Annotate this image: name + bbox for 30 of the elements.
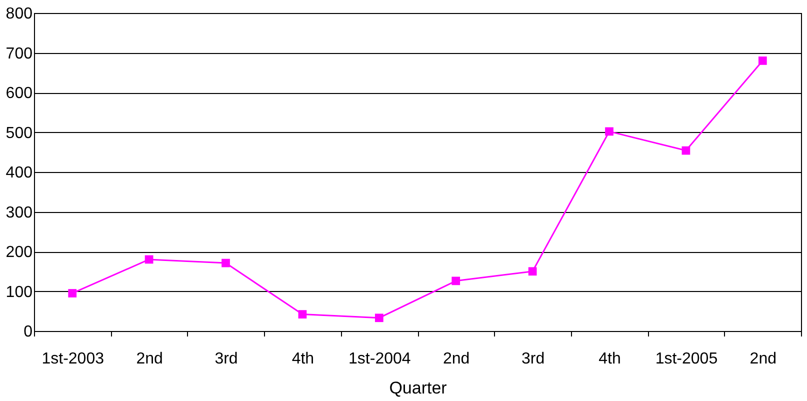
x-tick-label: 1st-2003 — [42, 350, 104, 368]
y-tick-label: 300 — [6, 204, 33, 222]
point — [144, 255, 154, 264]
y-tick-label: 700 — [6, 45, 33, 62]
x-tick-label: 4th — [292, 350, 314, 368]
y-tick-label: 400 — [6, 164, 33, 182]
x-tick-label: 3rd — [521, 350, 545, 368]
x-tick-label: 1st-2004 — [348, 350, 411, 368]
point — [605, 127, 614, 136]
y-tick-label: 200 — [6, 244, 33, 261]
x-tick-label: 2nd — [750, 350, 776, 368]
x-axis-title: Quarter — [389, 378, 448, 398]
x-tick-label: 2nd — [136, 350, 163, 368]
point — [528, 267, 537, 276]
point — [682, 146, 690, 155]
point — [298, 310, 307, 318]
point — [758, 56, 767, 65]
x-tick-label: 4th — [598, 350, 621, 368]
point — [222, 258, 230, 268]
point — [374, 314, 384, 322]
y-tick-label: 800 — [6, 6, 33, 22]
x-tick-label: 1st-2005 — [655, 350, 718, 368]
y-tick-label: 0 — [24, 324, 33, 340]
point — [452, 276, 460, 286]
y-tick-label: 600 — [6, 85, 33, 102]
point — [68, 289, 77, 298]
y-tick-label: 500 — [6, 124, 33, 142]
x-tick-label: 3rd — [214, 350, 238, 368]
y-tick-label: 100 — [6, 284, 33, 301]
x-tick-label: 2nd — [443, 350, 470, 368]
